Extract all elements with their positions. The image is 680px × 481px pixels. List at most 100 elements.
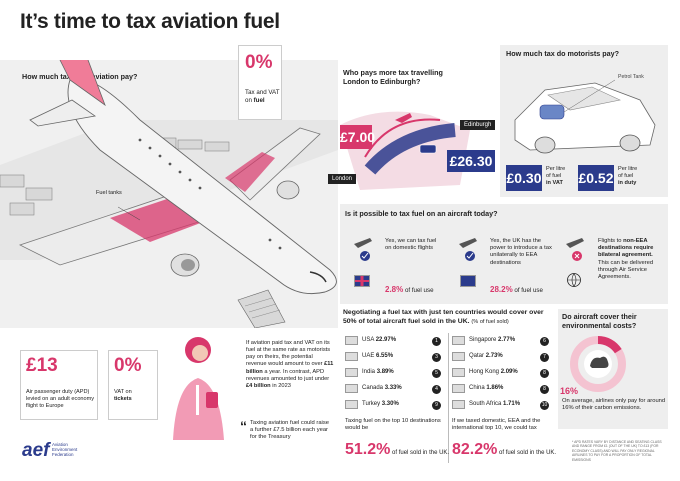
country-flag-icon bbox=[345, 336, 358, 345]
country-name: USA bbox=[362, 337, 375, 343]
country-flag-icon bbox=[452, 352, 465, 361]
country-rank-badge: 6 bbox=[540, 337, 549, 346]
country-rank-badge: 4 bbox=[432, 385, 441, 394]
revenue-bold2: £4 billion bbox=[246, 382, 271, 389]
country-name: Hong Kong bbox=[469, 369, 500, 375]
country-value: 2.77% bbox=[498, 337, 516, 343]
country-row: Singapore 2.77% bbox=[469, 337, 515, 343]
tickets-box: 0% VAT on tickets bbox=[108, 350, 158, 420]
revenue-bold: £11 billion bbox=[246, 361, 334, 375]
fuel-tax-callout: 0% Tax and VAT on fuel bbox=[238, 45, 282, 120]
country-row: India 3.89% bbox=[362, 369, 394, 375]
possible-item-2-pct-suffix: of fuel use bbox=[512, 287, 543, 294]
possible-item-3-bold: non-EEA destinations require bilateral a… bbox=[598, 238, 654, 259]
vat-text-line1: Per litre bbox=[546, 166, 566, 172]
fuel-tax-text-fuel: fuel bbox=[253, 96, 265, 104]
aef-logo-sub3: Federation bbox=[52, 452, 74, 458]
uk-flag-icon bbox=[354, 275, 370, 287]
eu-flag-icon bbox=[460, 275, 476, 287]
top10-text: Taxing fuel on the top 10 destinations w… bbox=[345, 418, 441, 432]
country-name: Turkey bbox=[362, 401, 381, 407]
vat-text-line3: in VAT bbox=[546, 179, 563, 186]
country-value: 6.55% bbox=[376, 353, 394, 359]
aef-logo-sub2: Environment bbox=[52, 447, 78, 453]
duty-text: Per litre of fuel in duty bbox=[618, 166, 637, 187]
tickets-text: VAT on tickets bbox=[114, 389, 158, 403]
footnote: * APD RATES VARY BY DISTANCE AND SEATING… bbox=[572, 440, 662, 462]
country-rank-badge: 3 bbox=[432, 353, 441, 362]
country-name: Canada bbox=[362, 385, 384, 391]
country-value: 1.71% bbox=[503, 401, 521, 407]
country-value: 3.30% bbox=[381, 401, 399, 407]
country-flag-icon bbox=[452, 400, 465, 409]
edinburgh-label: Edinburgh bbox=[460, 120, 496, 130]
possible-item-3-text: Flights to non-EEA destinations require … bbox=[598, 238, 664, 281]
all-suffix: of fuel sold in the UK. bbox=[497, 450, 557, 456]
country-row: South Africa 1.71% bbox=[469, 401, 520, 407]
globe-icon bbox=[567, 273, 581, 288]
airplane-illustration bbox=[0, 60, 338, 328]
country-flag-icon bbox=[452, 368, 465, 377]
vat-price: £0.30 bbox=[506, 165, 542, 191]
possible-item-2-pct: 28.2% of fuel use bbox=[490, 285, 543, 295]
country-name: UAE bbox=[362, 353, 375, 359]
tickets-percent: 0% bbox=[114, 355, 142, 376]
quote-mark: “ bbox=[240, 418, 247, 434]
offset-pct: 16% bbox=[560, 386, 579, 396]
all-text: If we taxed domestic, EEA and the intern… bbox=[452, 418, 541, 432]
country-row: Qatar 2.73% bbox=[469, 353, 503, 359]
country-flag-icon bbox=[345, 384, 358, 393]
possible-item-3-post: This can be delivered through Air Servic… bbox=[598, 259, 654, 281]
country-flag-icon bbox=[452, 384, 465, 393]
country-flag-icon bbox=[345, 400, 358, 409]
country-value: 1.86% bbox=[486, 385, 504, 391]
offset-donut bbox=[570, 336, 626, 392]
country-flag-icon bbox=[452, 336, 465, 345]
aef-logo-sub: Aviation Environment Federation bbox=[52, 442, 77, 458]
route-illustration bbox=[340, 111, 470, 190]
offset-text: On average, airlines only pay for around… bbox=[562, 398, 666, 412]
car-price: £26.30 bbox=[447, 150, 495, 172]
duty-text-line3: in duty bbox=[618, 179, 637, 186]
aef-logo-sub1: Aviation bbox=[52, 442, 68, 447]
top10-pct: 51.2% bbox=[345, 441, 391, 458]
possible-item-2-text: Yes, the UK has the power to introduce a… bbox=[490, 238, 552, 266]
country-value: 2.09% bbox=[500, 369, 518, 375]
country-row: Turkey 3.30% bbox=[362, 401, 399, 407]
country-value: 22.97% bbox=[375, 337, 397, 343]
country-rank-badge: 8 bbox=[540, 385, 549, 394]
country-flag-icon bbox=[345, 368, 358, 377]
domestic-icon bbox=[354, 238, 372, 261]
tickets-text-line1: VAT on bbox=[114, 389, 132, 395]
duty-text-line2: of fuel bbox=[618, 172, 634, 179]
vat-text-line2: of fuel bbox=[546, 172, 562, 179]
country-row: Hong Kong 2.09% bbox=[469, 369, 518, 375]
country-value: 2.73% bbox=[485, 353, 503, 359]
possible-item-3-pre: Flights to bbox=[598, 238, 624, 244]
negotiating-question: Negotiating a fuel tax with just ten cou… bbox=[343, 309, 553, 327]
country-rank-badge: 7 bbox=[540, 353, 549, 362]
london-edinburgh-question: Who pays more tax travelling London to E… bbox=[343, 68, 443, 86]
country-row: USA 22.97% bbox=[362, 337, 396, 343]
country-rank-badge: 1 bbox=[432, 337, 441, 346]
duty-text-line1: Per litre bbox=[618, 166, 638, 172]
country-name: India bbox=[362, 369, 376, 375]
aef-logo: aef bbox=[22, 440, 50, 461]
apd-text: Air passenger duty (APD) levied on an ad… bbox=[26, 389, 95, 409]
non-eea-icon bbox=[566, 238, 584, 261]
negotiating-question-text: Negotiating a fuel tax with just ten cou… bbox=[343, 309, 544, 325]
top10-result: 51.2% of fuel sold in the UK. bbox=[345, 441, 449, 459]
possible-item-1-pct-value: 2.8% bbox=[385, 285, 404, 294]
country-name: Singapore bbox=[469, 337, 497, 343]
duty-price: £0.52 bbox=[578, 165, 614, 191]
motorists-question: How much tax do motorists pay? bbox=[506, 49, 620, 58]
apd-box: £13 Air passenger duty (APD) levied on a… bbox=[20, 350, 98, 420]
fuel-tanks-label: Fuel tanks bbox=[96, 190, 122, 196]
tickets-text-tickets: tickets bbox=[114, 395, 132, 402]
fuel-tax-text-on: on bbox=[245, 96, 252, 104]
revenue-post: in 2023 bbox=[270, 382, 291, 389]
top10-suffix: of fuel sold in the UK. bbox=[390, 450, 450, 456]
all-pct: 82.2% bbox=[452, 441, 498, 458]
possible-question: Is it possible to tax fuel on an aircraf… bbox=[345, 209, 498, 218]
revenue-pre: If aviation paid tax and VAT on its fuel… bbox=[246, 340, 331, 368]
